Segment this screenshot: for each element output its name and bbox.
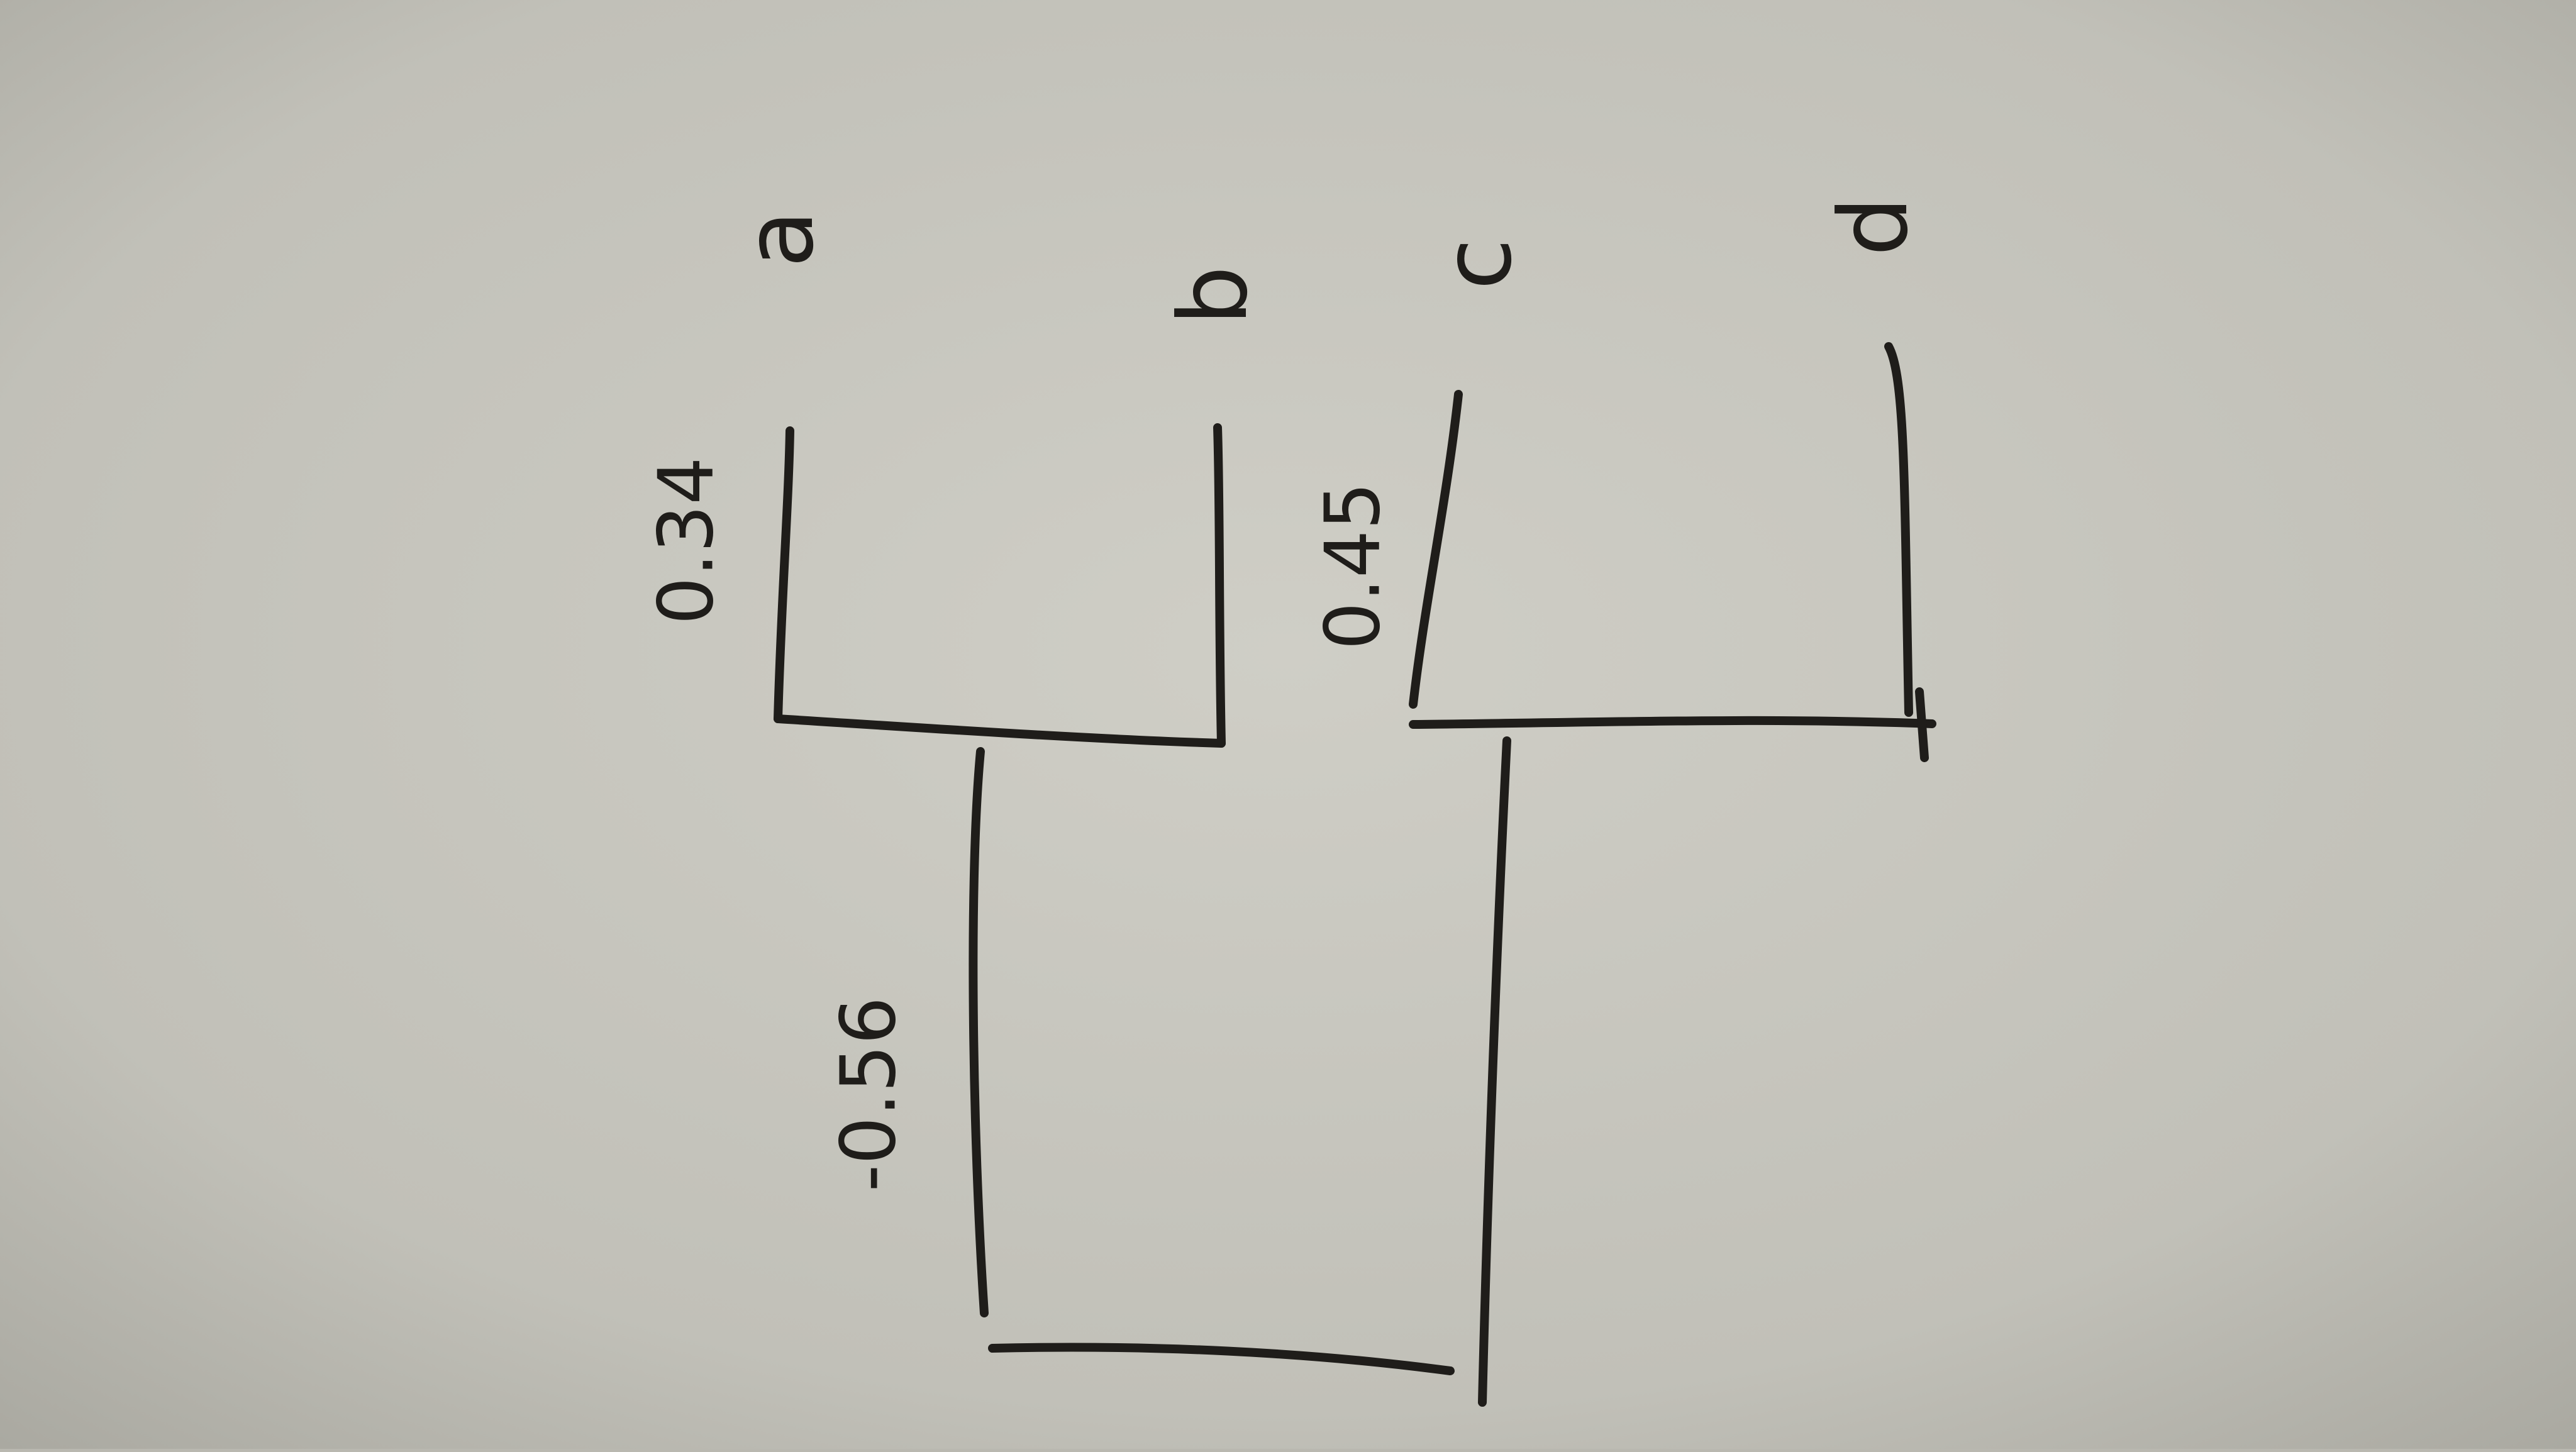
bar-cd xyxy=(1409,716,1936,729)
branch-d xyxy=(1884,342,1913,717)
bar-root xyxy=(988,1343,1455,1375)
merge-label-ab: 0.34 xyxy=(643,457,731,624)
branch-ab-to-root xyxy=(969,747,989,1317)
merge-label-cd: 0.45 xyxy=(1310,482,1397,650)
bar-ab xyxy=(774,714,1226,748)
leaf-label-a: a xyxy=(725,210,835,268)
branch-a xyxy=(774,426,794,723)
branch-cd-to-root xyxy=(1478,736,1511,1407)
merge-label-root: -0.56 xyxy=(826,997,913,1192)
leaf-label-b: b xyxy=(1159,265,1269,325)
branch-b xyxy=(1213,423,1226,748)
branch-c xyxy=(1409,390,1463,709)
leaf-label-c: c xyxy=(1423,238,1533,290)
bar-cd-tick xyxy=(1915,687,1929,762)
leaf-label-d: d xyxy=(1819,196,1929,256)
